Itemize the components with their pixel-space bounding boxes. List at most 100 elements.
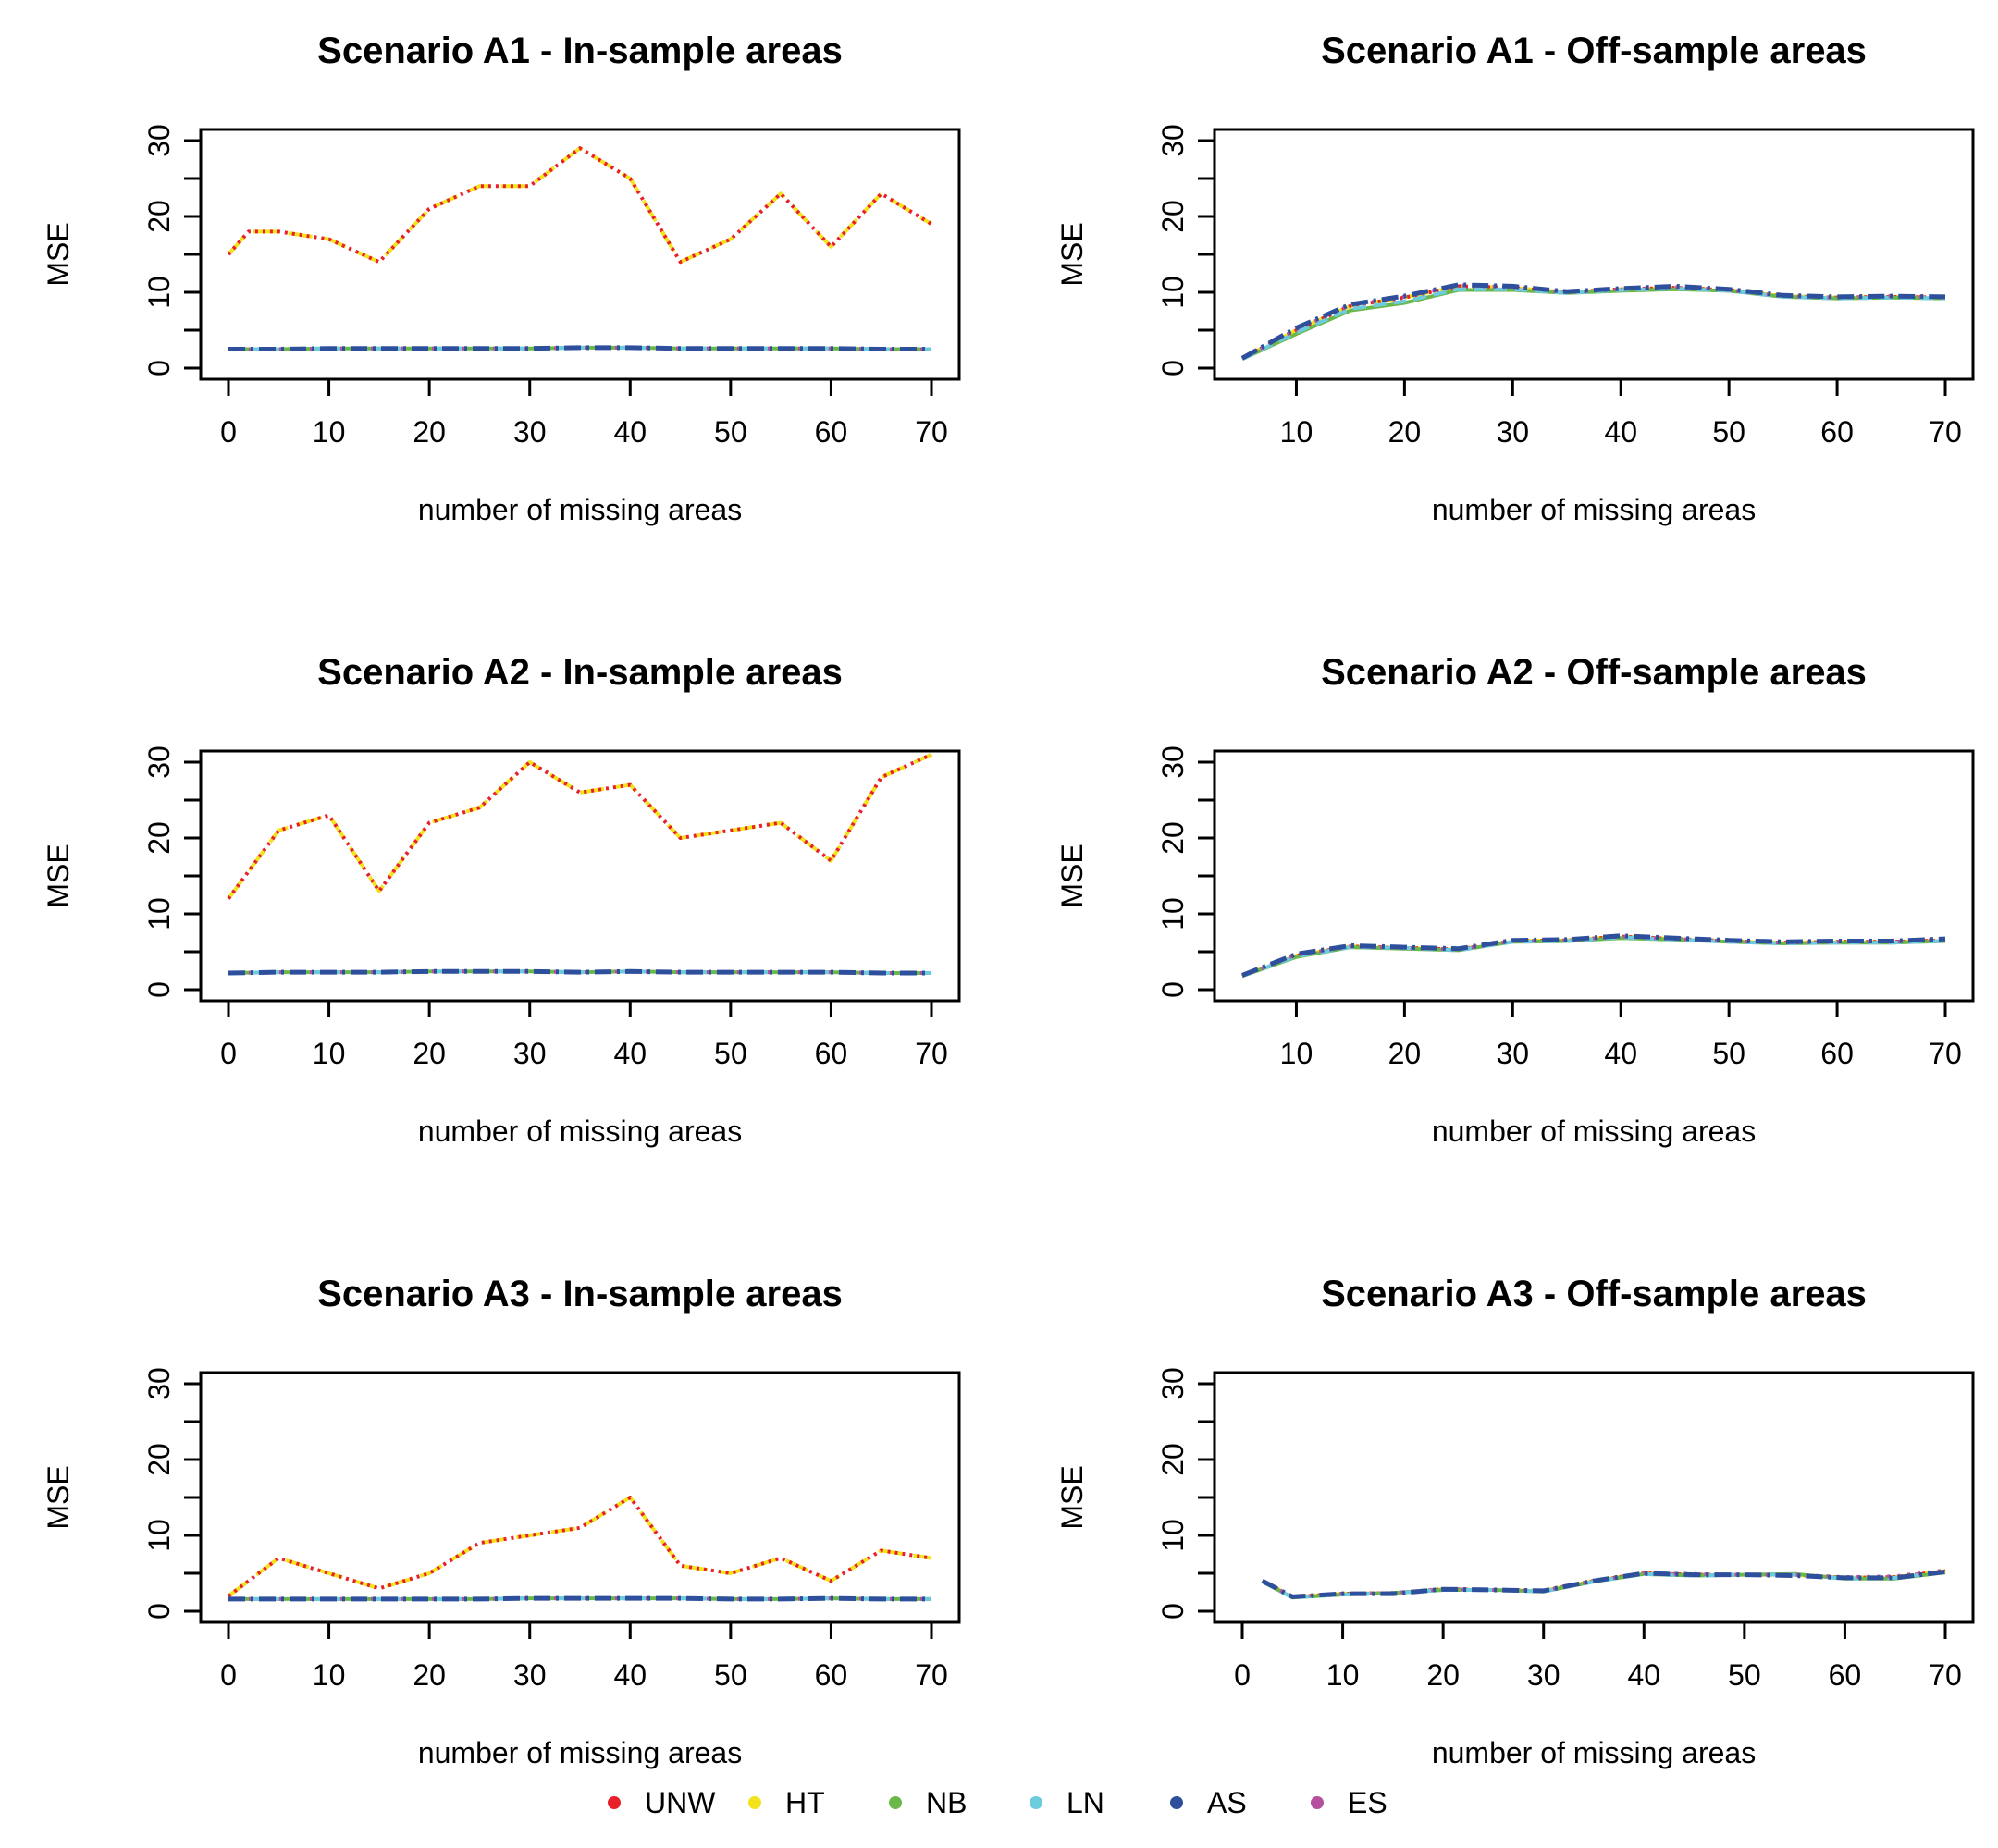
- y-tick-label: 10: [1156, 897, 1190, 930]
- x-tick-label: 10: [1280, 415, 1314, 449]
- x-tick-label: 40: [613, 1658, 647, 1692]
- y-tick-label: 0: [142, 981, 176, 998]
- x-tick-label: 10: [313, 1658, 346, 1692]
- y-tick-label: 20: [1156, 1443, 1190, 1476]
- y-tick-label: 10: [142, 276, 176, 309]
- x-tick-label: 0: [1234, 1658, 1251, 1692]
- x-axis-label: number of missing areas: [1432, 1736, 1756, 1769]
- x-tick-label: 70: [1929, 1037, 1962, 1070]
- y-tick-label: 0: [142, 360, 176, 376]
- x-tick-label: 30: [513, 1658, 547, 1692]
- legend-swatch: [889, 1796, 902, 1809]
- chart-panel-6: Scenario A3 - Off-sample areas 0 10 20 30 MSE…: [1055, 1274, 1975, 1769]
- series-line-as: [228, 1595, 931, 1602]
- x-tick-label: 40: [1604, 1037, 1637, 1070]
- series-line-unw: [227, 146, 933, 265]
- x-axis: 0 10 20 30 40 50 60 70 number of missing areas: [220, 999, 948, 1148]
- series-line-ht: [227, 752, 932, 900]
- x-axis: 0 10 20 30 40 50 60 70 number of missing areas: [1234, 1620, 1962, 1769]
- legend: UNW HT NB LN AS ES: [608, 1786, 1388, 1819]
- y-tick-label: 0: [142, 1603, 176, 1620]
- legend-swatch: [1030, 1796, 1042, 1809]
- x-tick-label: 20: [1388, 415, 1422, 449]
- y-axis-label: MSE: [1055, 844, 1089, 907]
- x-tick-label: 50: [1728, 1658, 1761, 1692]
- series-line-unw: [227, 1496, 932, 1598]
- x-tick-label: 40: [1627, 1658, 1660, 1692]
- chart-title: Scenario A2 - Off-sample areas: [1321, 652, 1867, 693]
- y-axis: 0 10 20 30 MSE: [42, 745, 203, 998]
- legend-swatch: [1311, 1796, 1324, 1809]
- x-tick-label: 10: [1280, 1037, 1314, 1070]
- x-tick-label: 70: [1929, 415, 1962, 449]
- x-tick-label: 60: [815, 1037, 848, 1070]
- plot-frame: [1213, 749, 1975, 1003]
- x-tick-label: 0: [220, 415, 237, 449]
- x-axis: 0 10 20 30 40 50 60 70 number of missing areas: [220, 377, 948, 526]
- y-axis-label: MSE: [42, 1465, 75, 1529]
- chart-panel-5: Scenario A3 - In-sample areas0102030MSE0…: [42, 1274, 961, 1769]
- x-tick-label: 50: [714, 1658, 747, 1692]
- y-axis: 0 10 20 30 MSE: [1055, 745, 1216, 998]
- legend-swatch: [748, 1796, 761, 1809]
- y-axis: 0 10 20 30 MSE: [1055, 124, 1216, 376]
- plot-frame: [199, 128, 961, 381]
- plot-frame: [1213, 1371, 1975, 1624]
- legend-item-as: AS: [1170, 1786, 1247, 1819]
- series-line-es: [1241, 283, 1946, 361]
- y-axis: 0 10 20 30 MSE: [42, 1367, 203, 1620]
- y-tick-label: 10: [142, 1519, 176, 1552]
- x-tick-label: 40: [613, 1037, 647, 1070]
- x-tick-label: 60: [815, 415, 848, 449]
- legend-item-ht: HT: [748, 1786, 825, 1819]
- plot-frame: [199, 1371, 961, 1624]
- x-tick-label: 0: [220, 1658, 237, 1692]
- y-tick-label: 0: [1156, 981, 1190, 998]
- x-tick-label: 50: [714, 415, 747, 449]
- series-line-ht: [227, 1496, 932, 1598]
- chart-panel-1: Scenario A1 - In-sample areas0102030MSE0…: [42, 31, 961, 526]
- legend-item-es: ES: [1311, 1786, 1388, 1819]
- legend-swatch: [608, 1796, 621, 1809]
- x-axis-label: number of missing areas: [418, 1115, 742, 1148]
- x-tick-label: 60: [1820, 415, 1854, 449]
- x-tick-label: 30: [1497, 415, 1530, 449]
- x-axis-label: number of missing areas: [418, 1736, 742, 1769]
- x-tick-label: 50: [714, 1037, 747, 1070]
- series-line-as: [1241, 933, 1946, 978]
- x-tick-label: 50: [1712, 415, 1745, 449]
- series-line-as: [228, 345, 931, 351]
- y-tick-label: 30: [142, 124, 176, 157]
- plot-frame: [1213, 128, 1975, 381]
- legend-swatch: [1170, 1796, 1183, 1809]
- x-axis-label: number of missing areas: [418, 493, 742, 526]
- x-tick-label: 30: [513, 1037, 547, 1070]
- chart-title: Scenario A3 - In-sample areas: [317, 1274, 843, 1314]
- chart-panel-4: Scenario A2 - Off-sample areas 0 10 20 30 MSE…: [1055, 652, 1975, 1148]
- legend-label: AS: [1207, 1786, 1247, 1819]
- y-tick-label: 30: [1156, 1367, 1190, 1400]
- x-tick-label: 40: [1604, 415, 1637, 449]
- x-tick-label: 70: [915, 1037, 948, 1070]
- x-axis: 0 10 20 30 40 50 60 70 number of missing areas: [220, 1620, 948, 1769]
- legend-label: UNW: [645, 1786, 716, 1819]
- chart-title: Scenario A1 - Off-sample areas: [1321, 31, 1867, 71]
- y-tick-label: 30: [142, 745, 176, 779]
- x-tick-label: 30: [1497, 1037, 1530, 1070]
- x-tick-label: 30: [1527, 1658, 1560, 1692]
- y-axis: 0 10 20 30 MSE: [42, 124, 203, 376]
- chart-panel-3: Scenario A2 - In-sample areas0102030MSE0…: [42, 652, 961, 1148]
- y-tick-label: 10: [142, 897, 176, 930]
- x-tick-label: 70: [915, 1658, 948, 1692]
- y-axis-label: MSE: [42, 844, 75, 907]
- legend-label: LN: [1067, 1786, 1104, 1819]
- y-tick-label: 20: [1156, 821, 1190, 855]
- x-axis-label: number of missing areas: [1432, 1115, 1756, 1148]
- y-axis-label: MSE: [42, 222, 75, 286]
- x-tick-label: 70: [1929, 1658, 1962, 1692]
- legend-label: HT: [785, 1786, 825, 1819]
- chart-panel-2: Scenario A1 - Off-sample areas 0 10 20 30 MSE…: [1055, 31, 1975, 526]
- y-tick-label: 30: [1156, 124, 1190, 157]
- x-tick-label: 10: [313, 1037, 346, 1070]
